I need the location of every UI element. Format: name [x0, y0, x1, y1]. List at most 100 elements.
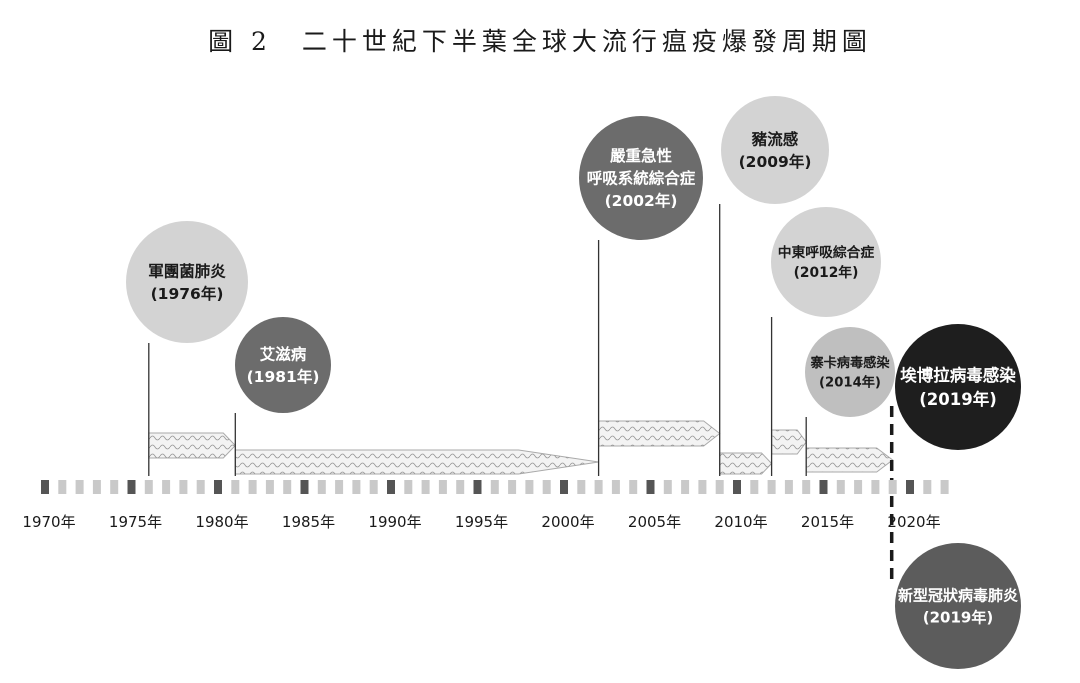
epidemic-bubble-aids: 艾滋病 (1981年)	[235, 317, 331, 413]
bubble-name: 寨卡病毒感染	[809, 354, 890, 371]
bubble-circle	[895, 543, 1021, 669]
bubble-name: 嚴重急性	[610, 146, 673, 165]
tick-major	[560, 480, 568, 494]
tick-minor	[940, 480, 949, 494]
tick-minor	[629, 480, 638, 494]
tick-major	[41, 480, 49, 494]
year-label: 1975年	[109, 513, 162, 531]
tick-minor	[871, 480, 880, 494]
tick-minor	[663, 480, 672, 494]
bubble-circle	[721, 96, 829, 204]
tick-major	[473, 480, 482, 494]
year-label: 1990年	[368, 513, 421, 531]
tick-major	[733, 480, 741, 494]
year-label: 1995年	[455, 513, 508, 531]
bubble-circle	[771, 207, 881, 317]
tick-minor	[58, 480, 67, 494]
duration-arrow-pattern-swine-flu	[719, 453, 772, 474]
duration-arrow-pattern-sars	[598, 421, 720, 446]
year-label: 2015年	[801, 513, 854, 531]
year-label: 2010年	[714, 513, 767, 531]
tick-minor	[490, 480, 499, 494]
tick-major	[387, 480, 395, 494]
tick-minor	[698, 480, 707, 494]
tick-minor	[231, 480, 240, 494]
tick-minor	[923, 480, 932, 494]
bubble-name: 軍團菌肺炎	[148, 261, 226, 280]
tick-minor	[767, 480, 776, 494]
tick-minor	[525, 480, 534, 494]
tick-minor	[283, 480, 292, 494]
bubble-circle	[895, 324, 1021, 450]
epidemic-duration-arrows	[148, 420, 894, 475]
tick-minor	[594, 480, 603, 494]
bubble-circle	[579, 116, 703, 240]
tick-minor	[369, 480, 378, 494]
tick-major	[300, 480, 309, 494]
tick-minor	[144, 480, 153, 494]
tick-minor	[577, 480, 586, 494]
tick-minor	[179, 480, 188, 494]
tick-minor	[404, 480, 413, 494]
tick-minor	[611, 480, 620, 494]
bubble-year: (2009年)	[739, 152, 812, 171]
tick-minor	[802, 480, 811, 494]
bubble-year: (1981年)	[247, 367, 320, 386]
tick-major	[819, 480, 828, 494]
leader-lines	[148, 204, 894, 580]
bubble-year: (2012年)	[794, 264, 859, 281]
tick-minor	[715, 480, 724, 494]
epidemic-bubble-covid19: 新型冠狀病毒肺炎 (2019年)	[895, 543, 1021, 669]
tick-minor	[248, 480, 257, 494]
tick-minor	[836, 480, 845, 494]
figure-title: 圖 2 二十世紀下半葉全球大流行瘟疫爆發周期圖	[208, 27, 872, 56]
tick-minor	[352, 480, 361, 494]
bubble-name: 中東呼吸綜合症	[778, 244, 875, 261]
tick-minor	[508, 480, 517, 494]
epidemic-bubble-legionnaires: 軍團菌肺炎 (1976年)	[126, 221, 248, 343]
tick-minor	[75, 480, 84, 494]
timeline-year-labels: 1970年 1975年 1980年 1985年 1990年 1995年 2000年 2005年…	[22, 513, 940, 531]
year-label: 2020年	[887, 513, 940, 531]
year-label: 1980年	[195, 513, 248, 531]
bubble-year: (1976年)	[151, 284, 224, 303]
tick-minor	[162, 480, 171, 494]
tick-minor	[888, 480, 897, 494]
duration-arrow-pattern-aids	[235, 450, 599, 474]
tick-minor	[456, 480, 465, 494]
tick-minor	[681, 480, 690, 494]
bubble-name: 艾滋病	[260, 344, 307, 363]
bubble-circle	[235, 317, 331, 413]
bubble-circle	[805, 327, 895, 417]
tick-major	[646, 480, 655, 494]
tick-major	[906, 480, 914, 494]
bubble-name: 呼吸系統綜合症	[587, 169, 696, 188]
tick-minor	[196, 480, 205, 494]
year-label: 2005年	[628, 513, 681, 531]
epidemic-bubble-mers: 中東呼吸綜合症 (2012年)	[771, 207, 881, 317]
epidemic-bubble-swine-flu: 豬流感 (2009年)	[721, 96, 829, 204]
timeline-ticks	[41, 480, 949, 494]
year-label: 1970年	[22, 513, 75, 531]
bubble-name: 埃博拉病毒感染	[900, 365, 1016, 385]
bubble-year: (2019年)	[923, 608, 993, 626]
tick-major	[127, 480, 136, 494]
tick-minor	[784, 480, 793, 494]
tick-minor	[854, 480, 863, 494]
year-label: 2000年	[541, 513, 594, 531]
tick-minor	[92, 480, 101, 494]
tick-minor	[438, 480, 447, 494]
bubble-year: (2019年)	[919, 389, 997, 409]
tick-major	[214, 480, 222, 494]
duration-arrow-pattern-legionnaires	[148, 433, 236, 458]
tick-minor	[110, 480, 119, 494]
year-label: 1985年	[282, 513, 335, 531]
bubble-circle	[126, 221, 248, 343]
tick-minor	[265, 480, 274, 494]
bubble-year: (2014年)	[819, 373, 881, 390]
tick-minor	[542, 480, 551, 494]
tick-minor	[750, 480, 759, 494]
